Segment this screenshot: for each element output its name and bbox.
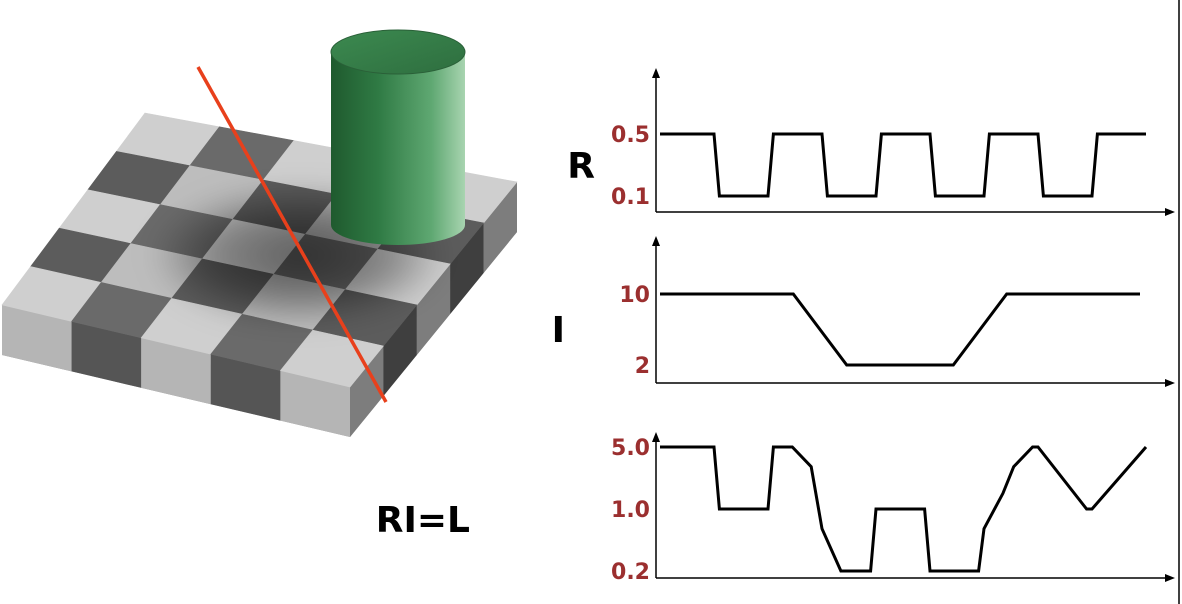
x-axis-arrow <box>1165 208 1175 216</box>
signal-plots: 0.5 0.1 R 10 2 I 5.0 1.0 0.2 RI=L <box>376 68 1175 585</box>
y-axis-label: RI=L <box>376 500 470 541</box>
board-side-stripe <box>483 182 517 273</box>
y-tick-label: 0.1 <box>611 185 650 210</box>
y-tick-label: 2 <box>635 354 650 379</box>
board-side-stripe <box>350 346 384 437</box>
x-axis-arrow <box>1165 379 1175 387</box>
plot-3: 5.0 1.0 0.2 RI=L <box>376 432 1175 585</box>
x-axis-arrow <box>1165 574 1175 582</box>
y-tick-label: 0.5 <box>611 123 650 148</box>
y-axis-arrow <box>652 236 660 246</box>
board-front-stripe <box>280 370 350 437</box>
board-front-stripe <box>210 354 281 421</box>
y-axis-arrow <box>652 432 660 442</box>
y-axis-label: I <box>552 310 565 351</box>
y-tick-label: 5.0 <box>611 436 650 461</box>
board-side-stripe <box>450 223 484 314</box>
signal-line <box>660 445 1148 573</box>
y-tick-label: 0.2 <box>611 560 650 585</box>
board-front-stripe <box>2 305 72 372</box>
y-tick-label: 10 <box>619 283 650 308</box>
green-cylinder <box>330 29 466 245</box>
signal-line <box>660 132 1146 198</box>
board-side-stripe <box>416 264 451 355</box>
checker-shadow-illustration <box>1 29 518 437</box>
signal-line <box>660 292 1140 367</box>
y-axis-label: R <box>567 146 595 187</box>
board-front-stripe <box>71 321 142 388</box>
plot-2: 10 2 I <box>552 236 1175 387</box>
board-side-stripe <box>383 305 417 396</box>
plot-1: 0.5 0.1 R <box>567 68 1175 216</box>
board-front-stripe <box>141 337 211 405</box>
y-tick-label: 1.0 <box>611 498 650 523</box>
checker-square <box>279 329 384 388</box>
y-axis-arrow <box>652 68 660 78</box>
scanline <box>196 66 388 403</box>
